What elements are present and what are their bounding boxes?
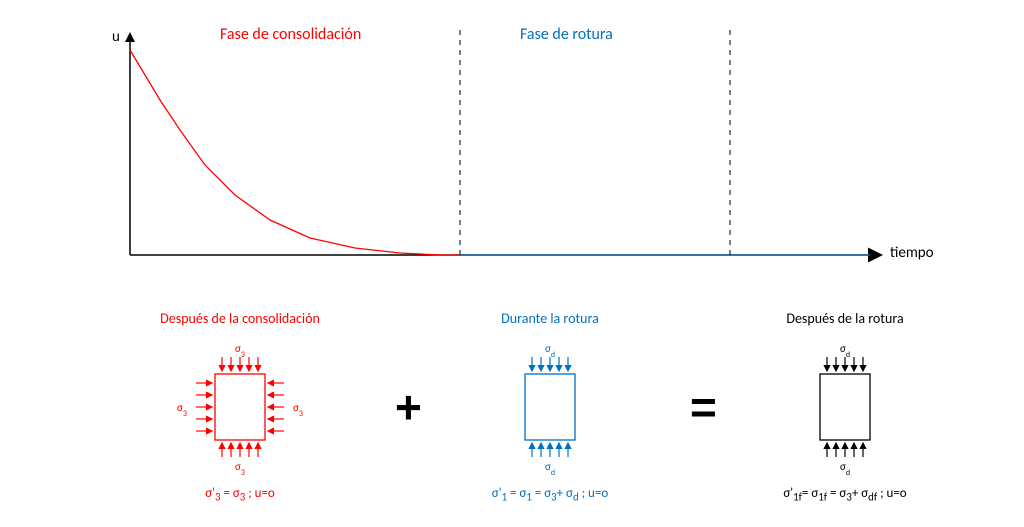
block1-title: Después de la consolidación — [135, 310, 345, 327]
svg-text:σd: σd — [840, 342, 850, 360]
phase-rupture-label: Fase de rotura — [520, 25, 613, 44]
block2-title: Durante la rotura — [455, 310, 645, 327]
block2-formula: σ'1 = σ1 = σ3+ σd ; u=o — [455, 486, 645, 504]
y-axis-label: u — [112, 28, 120, 46]
decay-curve — [130, 50, 460, 255]
plus-operator: + — [395, 380, 422, 434]
block3-svg: σd σd — [745, 335, 945, 475]
figure-container: u tiempo Fase de consolidación Fase de r… — [0, 0, 1024, 527]
phase-consolidation-label: Fase de consolidación — [220, 25, 361, 44]
svg-text:σd: σd — [545, 342, 555, 360]
x-axis-label: tiempo — [890, 244, 934, 262]
svg-text:σd: σd — [545, 460, 555, 478]
chart-svg — [130, 30, 900, 280]
block2-svg: σd σd — [455, 335, 645, 475]
rupture-block: Durante la rotura σd σd — [455, 310, 645, 504]
block1-formula: σ'3 = σ3 ; u=o — [135, 486, 345, 504]
svg-text:σd: σd — [840, 460, 850, 478]
consolidation-block: Después de la consolidación σ3 — [135, 310, 345, 504]
diagram-row: Después de la consolidación σ3 — [0, 310, 1024, 520]
block3-title: Después de la rotura — [745, 310, 945, 327]
svg-text:σ3: σ3 — [177, 401, 187, 419]
svg-text:σ3: σ3 — [293, 401, 303, 419]
block1-svg: σ3 σ3 σ3 σ3 — [135, 335, 345, 475]
chart-area: u tiempo Fase de consolidación Fase de r… — [130, 30, 900, 280]
svg-text:σ3: σ3 — [235, 460, 245, 478]
equals-operator: = — [690, 380, 717, 434]
svg-text:σ3: σ3 — [235, 342, 245, 360]
after-rupture-block: Después de la rotura σd σd — [745, 310, 945, 504]
block3-formula: σ'1f= σ1f = σ3+ σdf ; u=o — [745, 486, 945, 504]
